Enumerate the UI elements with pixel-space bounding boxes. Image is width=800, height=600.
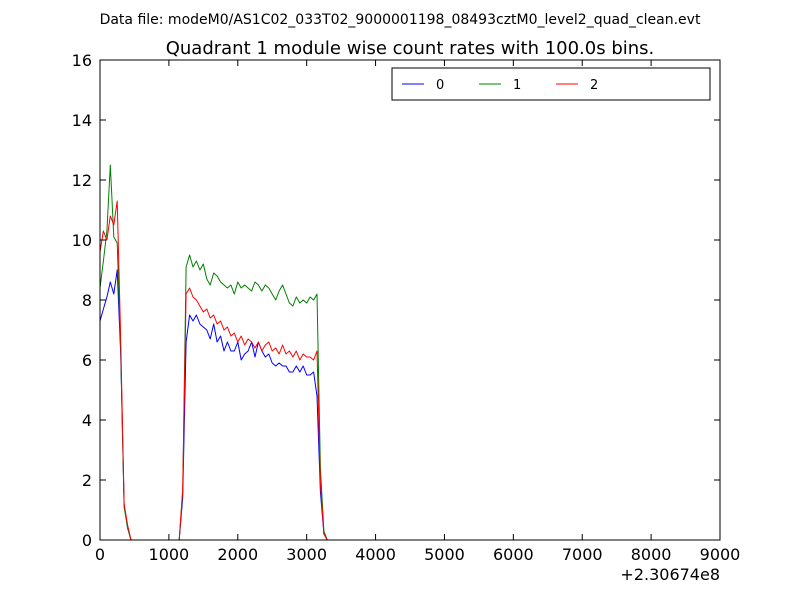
y-tick-label-14: 14	[72, 111, 92, 130]
chart-title: Quadrant 1 module wise count rates with …	[166, 38, 655, 59]
x-tick-label-7000: 7000	[562, 545, 603, 564]
x-tick-label-8000: 8000	[631, 545, 672, 564]
y-tick-label-2: 2	[82, 471, 92, 490]
plot-lines	[99, 164, 710, 541]
y-tick-label-12: 12	[72, 171, 92, 190]
legend-label-0: 0	[436, 78, 444, 93]
series-line-0	[99, 269, 710, 541]
x-tick-label-9000: 9000	[700, 545, 741, 564]
legend-box	[391, 67, 711, 101]
y-tick-label-16: 16	[72, 51, 92, 70]
y-tick-label-6: 6	[82, 351, 92, 370]
x-offset-label: +2.30674e8	[620, 565, 720, 584]
legend: 0 1 2	[391, 67, 711, 101]
legend-label-2: 2	[590, 78, 598, 93]
x-tick-label-3000: 3000	[286, 545, 327, 564]
figure-suptitle: Data file: modeM0/AS1C02_033T02_90000011…	[100, 12, 701, 28]
x-tick-label-6000: 6000	[493, 545, 534, 564]
x-tick-label-5000: 5000	[424, 545, 465, 564]
series-line-1	[99, 164, 710, 541]
y-tick-label-4: 4	[82, 411, 92, 430]
y-tick-label-0: 0	[82, 531, 92, 550]
x-tick-label-0: 0	[95, 545, 105, 564]
plot-area-frame	[99, 59, 721, 541]
x-tick-label-1000: 1000	[149, 545, 190, 564]
series-line-2	[99, 200, 710, 541]
y-tick-label-8: 8	[82, 291, 92, 310]
x-axis: 0 1000 2000 3000 4000 5000 6000 7000 8000 9000	[95, 60, 740, 564]
x-tick-label-4000: 4000	[355, 545, 396, 564]
axis-frame	[99, 59, 721, 541]
x-tick-label-2000: 2000	[217, 545, 258, 564]
legend-label-1: 1	[513, 78, 521, 93]
y-tick-label-10: 10	[72, 231, 92, 250]
